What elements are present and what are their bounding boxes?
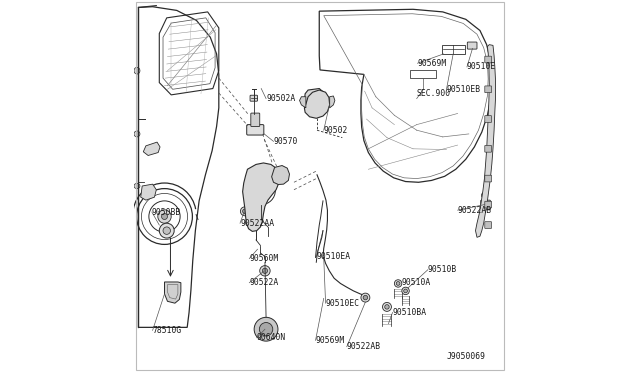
Circle shape [163,227,170,234]
Text: 90570: 90570 [273,137,298,146]
Text: 90522AA: 90522AA [240,219,274,228]
Polygon shape [305,89,326,112]
Text: 90502: 90502 [324,126,348,135]
Polygon shape [476,45,495,237]
Text: 90510BA: 90510BA [392,308,427,317]
Circle shape [170,295,175,300]
Text: 90569M: 90569M [316,336,345,345]
FancyBboxPatch shape [250,95,257,101]
Ellipse shape [134,131,140,137]
Text: 90640N: 90640N [257,333,286,342]
Text: 9050BB: 9050BB [152,208,181,217]
Text: J9050069: J9050069 [447,352,486,361]
Text: 90560M: 90560M [250,254,278,263]
Circle shape [158,210,172,223]
Text: 90510B: 90510B [428,265,457,274]
Circle shape [363,295,367,300]
Text: 90522A: 90522A [250,278,278,287]
Polygon shape [143,142,160,155]
Text: 78510G: 78510G [152,326,182,335]
Polygon shape [243,163,279,231]
Text: 90522AB: 90522AB [347,342,381,351]
FancyBboxPatch shape [484,116,492,122]
Text: 90502A: 90502A [266,94,295,103]
Circle shape [243,209,247,214]
Circle shape [481,192,488,198]
Text: 90510EB: 90510EB [447,85,481,94]
Polygon shape [164,282,181,303]
Text: 90522AB: 90522AB [458,206,492,215]
Bar [442,45,465,54]
Ellipse shape [134,67,140,74]
Circle shape [312,99,321,108]
Circle shape [396,282,400,285]
FancyBboxPatch shape [484,175,492,182]
FancyBboxPatch shape [484,222,492,228]
FancyBboxPatch shape [484,56,492,63]
Circle shape [394,280,402,287]
Ellipse shape [134,183,140,189]
Circle shape [260,266,270,276]
Circle shape [383,302,392,311]
Bar [410,70,436,78]
Polygon shape [330,96,335,108]
Text: 90510A: 90510A [402,278,431,287]
FancyBboxPatch shape [467,42,477,49]
Circle shape [402,287,410,295]
Circle shape [254,317,278,341]
Polygon shape [300,97,306,108]
Circle shape [168,289,171,292]
Polygon shape [271,166,289,185]
Circle shape [241,207,250,216]
Text: 90569M: 90569M [417,59,447,68]
Circle shape [159,223,174,238]
FancyBboxPatch shape [484,201,492,208]
Circle shape [259,323,273,336]
Circle shape [253,182,269,199]
Circle shape [257,187,265,194]
Polygon shape [141,184,156,200]
FancyBboxPatch shape [484,86,492,93]
Text: 90510EC: 90510EC [326,299,360,308]
Text: 90510E: 90510E [467,62,496,71]
Circle shape [262,268,268,273]
Polygon shape [305,90,330,118]
Circle shape [385,305,389,309]
Circle shape [404,289,408,293]
FancyBboxPatch shape [484,145,492,152]
FancyBboxPatch shape [251,113,260,126]
Circle shape [161,214,168,219]
FancyBboxPatch shape [481,200,490,210]
FancyBboxPatch shape [246,125,264,135]
Text: SEC.900: SEC.900 [417,89,451,97]
Circle shape [361,293,370,302]
Text: 90510EA: 90510EA [316,252,351,261]
